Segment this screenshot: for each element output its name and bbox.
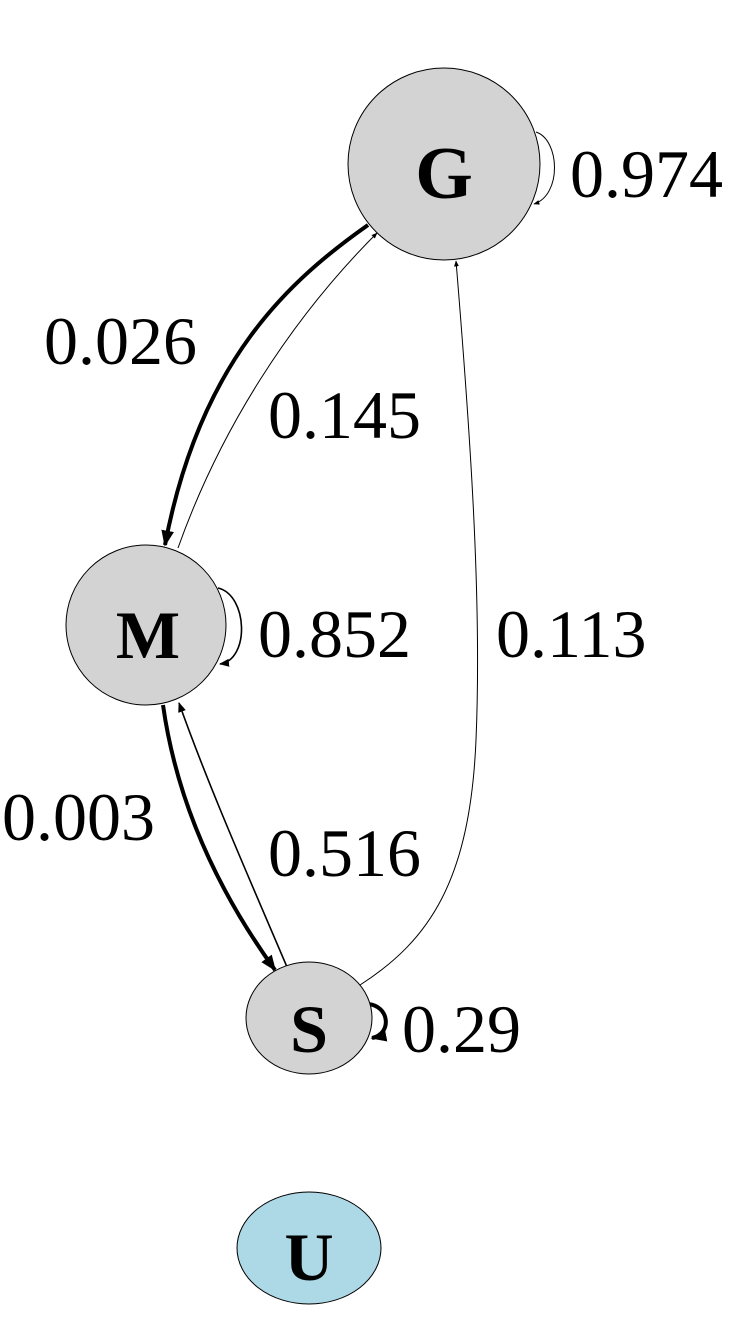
node-s bbox=[245, 961, 373, 1075]
edge-m-to-g bbox=[177, 232, 378, 549]
edge-label-g-to-m: 0.026 bbox=[44, 303, 197, 379]
edge-label-g-self: 0.974 bbox=[570, 136, 723, 212]
node-g bbox=[347, 67, 541, 261]
edge-label-m-to-s: 0.003 bbox=[2, 779, 155, 855]
node-m-label: M bbox=[116, 597, 180, 673]
edge-s-to-g bbox=[359, 260, 479, 986]
edge-label-m-to-g: 0.145 bbox=[268, 377, 421, 453]
edge-m-self-loop bbox=[217, 587, 243, 667]
edge-s-self-loop bbox=[367, 1002, 388, 1042]
edge-label-s-to-m: 0.516 bbox=[268, 815, 421, 891]
edge-label-s-self: 0.29 bbox=[402, 991, 521, 1067]
node-u bbox=[236, 1191, 382, 1305]
edge-m-to-s bbox=[161, 704, 277, 972]
edge-g-self-loop bbox=[533, 131, 555, 205]
edge-label-s-to-g: 0.113 bbox=[496, 596, 646, 672]
edge-g-to-m bbox=[161, 223, 370, 547]
node-s-label: S bbox=[290, 991, 328, 1067]
node-g-label: G bbox=[415, 133, 473, 215]
node-u-label: U bbox=[284, 1219, 333, 1295]
edge-label-m-self: 0.852 bbox=[258, 596, 411, 672]
edge-s-to-m bbox=[178, 702, 288, 968]
node-m bbox=[65, 544, 227, 706]
